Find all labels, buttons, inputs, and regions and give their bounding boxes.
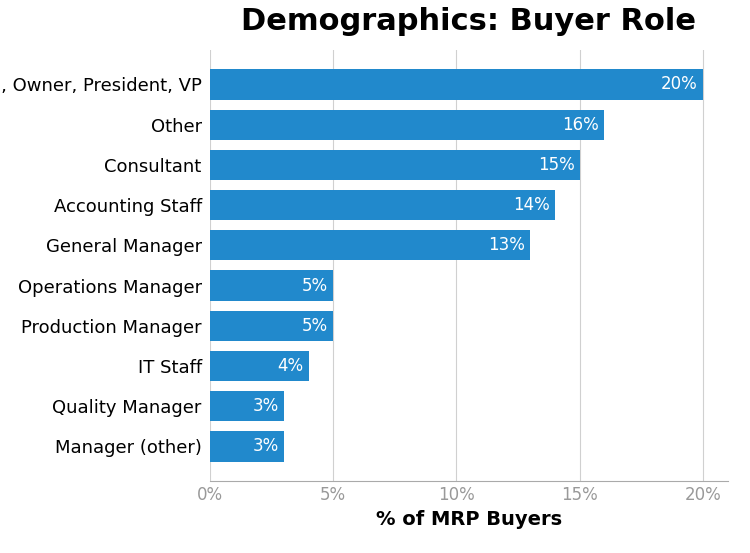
Text: 5%: 5% [302,317,328,335]
Text: 20%: 20% [662,75,698,93]
Text: 15%: 15% [538,156,574,174]
Text: 4%: 4% [278,357,304,375]
Bar [210,311,333,341]
Text: 3%: 3% [253,397,279,415]
Bar [210,351,308,381]
Title: Demographics: Buyer Role: Demographics: Buyer Role [242,7,696,36]
Bar [210,391,284,421]
Text: 14%: 14% [513,196,550,214]
Text: 5%: 5% [302,276,328,295]
Bar [210,190,555,220]
Text: 3%: 3% [253,437,279,456]
Bar [210,230,530,260]
Text: 16%: 16% [562,116,599,134]
X-axis label: % of MRP Buyers: % of MRP Buyers [376,509,562,529]
Bar [210,150,580,180]
Text: 13%: 13% [488,236,526,254]
Bar [210,431,284,462]
Bar [210,109,604,140]
Bar [210,69,703,100]
Bar [210,270,333,301]
